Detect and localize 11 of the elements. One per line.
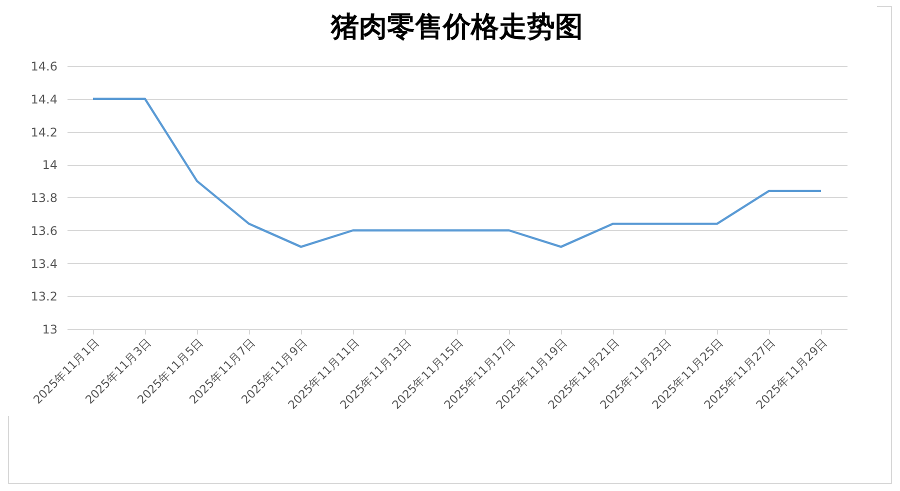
y-tick-label: 14.6	[30, 60, 58, 74]
y-tick-label: 14.2	[30, 125, 58, 140]
y-tick-label: 13	[42, 322, 58, 336]
y-tick-label: 14	[42, 158, 58, 172]
line-series	[92, 98, 822, 248]
y-tick-label: 13.8	[30, 191, 58, 205]
y-tick-label: 13.4	[30, 256, 58, 271]
y-tick-label: 13.2	[30, 290, 58, 304]
chart-title: 猪肉零售价格走势图	[330, 10, 583, 43]
y-tick-label: 13.6	[30, 224, 58, 238]
y-tick-label: 14.4	[30, 92, 58, 106]
